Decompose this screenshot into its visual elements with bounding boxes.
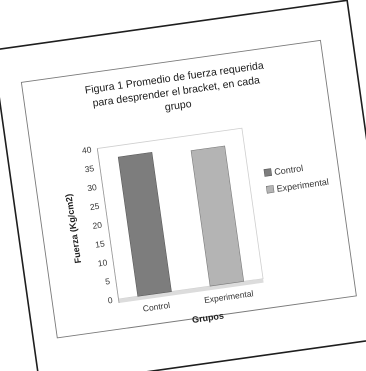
y-tick-label: 15 xyxy=(95,238,106,249)
x-tick-label-control: Control xyxy=(142,300,171,314)
y-tick-label: 30 xyxy=(87,182,98,193)
y-tick-label: 20 xyxy=(92,220,103,231)
bar-experimental xyxy=(190,145,245,287)
y-tick-label: 40 xyxy=(81,144,92,155)
y-tick-label: 10 xyxy=(97,257,108,268)
legend-swatch-experimental xyxy=(265,185,275,194)
chart-title-line-3: grupo xyxy=(164,98,192,114)
y-axis-line xyxy=(96,148,120,304)
x-axis-title: Grupos xyxy=(191,311,224,325)
legend-label-control: Control xyxy=(274,163,304,177)
y-tick-label: 5 xyxy=(105,276,111,287)
y-tick-label: 0 xyxy=(107,295,113,306)
y-tick-label: 35 xyxy=(84,163,95,174)
legend-swatch-control xyxy=(263,168,273,177)
y-tick-labels: 0 5 10 15 20 25 30 35 40 xyxy=(81,144,113,306)
plot-area: 0 5 10 15 20 25 30 35 40 Control Experim… xyxy=(81,127,264,314)
plot-floor xyxy=(118,278,264,303)
bar-control xyxy=(117,151,172,297)
y-tick-label: 25 xyxy=(89,201,100,212)
